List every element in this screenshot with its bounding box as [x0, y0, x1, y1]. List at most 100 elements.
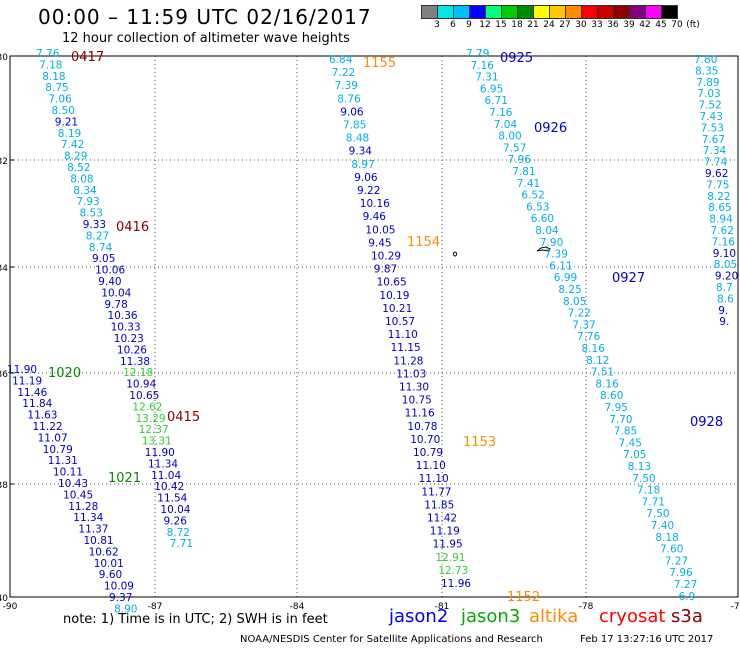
- pass-time-label: 1153: [463, 435, 496, 450]
- swh-value: 7.03: [697, 88, 720, 100]
- scale-label: 27: [559, 20, 571, 30]
- swh-value: 9.: [719, 316, 729, 328]
- map-border: [9, 55, 739, 598]
- swh-value: 8.25: [558, 284, 581, 296]
- swh-value: 8.13: [628, 461, 651, 473]
- scale-unit: (ft): [686, 20, 700, 30]
- swh-value: 8.12: [586, 355, 609, 367]
- swh-value: 7.67: [702, 134, 725, 146]
- swh-value: 9.46: [363, 211, 387, 223]
- swh-value: 11.84: [22, 398, 52, 410]
- color-scale-bar: [421, 5, 678, 19]
- lon-tick-label: -81: [435, 602, 450, 612]
- swh-value: 11.31: [48, 455, 78, 467]
- swh-value: 7.41: [517, 178, 540, 190]
- swh-value: 11.46: [17, 387, 47, 399]
- swh-value: 7.76: [36, 48, 60, 60]
- scale-label: 12: [479, 20, 491, 30]
- lon-tick-label: -75: [731, 602, 740, 612]
- swh-value: 7.34: [703, 145, 727, 157]
- swh-value: 11.42: [427, 513, 457, 525]
- swh-value: 8.27: [86, 230, 109, 242]
- swh-value: 8.04: [535, 225, 559, 237]
- satellite-legend-item: s3a: [671, 606, 703, 627]
- swh-value: 7.43: [700, 111, 723, 123]
- swh-value: 11.90: [7, 364, 37, 376]
- lat-tick-label: 36: [0, 370, 8, 380]
- lon-tick-label: -90: [3, 602, 18, 612]
- lon-tick-label: -84: [290, 602, 305, 612]
- swh-value: 6.9: [679, 591, 696, 603]
- swh-value: 11.90: [145, 447, 175, 459]
- swh-value: 11.28: [393, 355, 423, 367]
- swh-value: 7.16: [471, 60, 495, 72]
- swh-value: 7.50: [646, 508, 669, 520]
- swh-value: 10.19: [379, 290, 409, 302]
- swh-value: 11.16: [405, 408, 435, 420]
- swh-value: 11.10: [419, 473, 449, 485]
- swh-value: 12.18: [123, 367, 153, 379]
- lat-tick-label: 38: [0, 481, 8, 491]
- pass-time-label: 1154: [407, 235, 440, 250]
- swh-value: 7.22: [568, 308, 591, 320]
- swh-value: 8.16: [582, 343, 606, 355]
- swh-value: 9.06: [340, 106, 364, 118]
- swh-value: 7.52: [698, 100, 721, 112]
- swh-value: 8.19: [58, 128, 81, 140]
- scale-label: 36: [607, 20, 619, 30]
- map-frame: [9, 55, 739, 598]
- scale-label: 70: [671, 20, 683, 30]
- swh-value: 7.93: [76, 196, 99, 208]
- swh-value: 7.75: [706, 179, 729, 191]
- pass-time-label: 0417: [71, 50, 104, 65]
- island-outline: [453, 251, 457, 257]
- swh-value: 7.27: [665, 555, 688, 567]
- swh-value: 7.31: [475, 72, 498, 84]
- swh-value: 7.39: [335, 80, 358, 92]
- credit-line: NOAA/NESDIS Center for Satellite Applica…: [240, 634, 543, 645]
- swh-value: 8.94: [709, 214, 733, 226]
- swh-value: 8.74: [89, 242, 113, 254]
- swh-value: 7.79: [466, 48, 489, 60]
- swh-value: 11.85: [424, 499, 454, 511]
- satellite-legend-item: jason3: [461, 606, 521, 627]
- swh-value: 6.60: [531, 213, 554, 225]
- swh-value: 10.78: [407, 421, 437, 433]
- swh-value: 7.76: [577, 331, 601, 343]
- swh-value: 10.57: [385, 316, 415, 328]
- swh-value: 7.90: [540, 237, 563, 249]
- swh-value: 8.08: [70, 173, 93, 185]
- swh-value: 7.85: [343, 120, 366, 132]
- swh-value: 10.26: [117, 344, 147, 356]
- swh-value: 7.06: [48, 94, 72, 106]
- swh-value: 12.37: [139, 424, 169, 436]
- swh-value: 9.37: [109, 592, 132, 604]
- swh-value: 7.16: [489, 107, 513, 119]
- pass-time-label: 0927: [612, 271, 645, 286]
- swh-value: 8.7: [716, 282, 733, 294]
- swh-value: 10.94: [126, 379, 156, 391]
- satellite-legend-item: jason2: [389, 606, 449, 627]
- swh-value: 11.30: [399, 382, 429, 394]
- swh-value: 12.91: [435, 552, 465, 564]
- swh-value: 8.6: [717, 293, 734, 305]
- lat-tick-label: 34: [0, 264, 8, 274]
- swh-value: 8.05: [563, 296, 586, 308]
- swh-value: 8.05: [714, 259, 737, 271]
- axis-labels: 30 32 34 36 38 40-90 -87 -84 -81 -78 -75: [0, 53, 740, 612]
- lat-tick-label: 40: [0, 594, 8, 604]
- swh-value: 9.26: [164, 515, 188, 527]
- scale-label: 21: [527, 20, 539, 30]
- swh-value: 7.39: [545, 249, 568, 261]
- swh-value: 9.06: [354, 172, 378, 184]
- swh-value: 8.34: [73, 185, 97, 197]
- swh-value: 7.16: [712, 236, 736, 248]
- swh-value: 6.52: [521, 190, 544, 202]
- swh-value: 11.96: [441, 578, 471, 590]
- pass-time-label: 0928: [690, 415, 723, 430]
- swh-value: 8.50: [52, 105, 75, 117]
- lon-tick-label: -78: [579, 602, 594, 612]
- swh-value: 9.40: [98, 276, 121, 288]
- swh-value: 9.60: [99, 569, 122, 581]
- scale-label: 39: [623, 20, 635, 30]
